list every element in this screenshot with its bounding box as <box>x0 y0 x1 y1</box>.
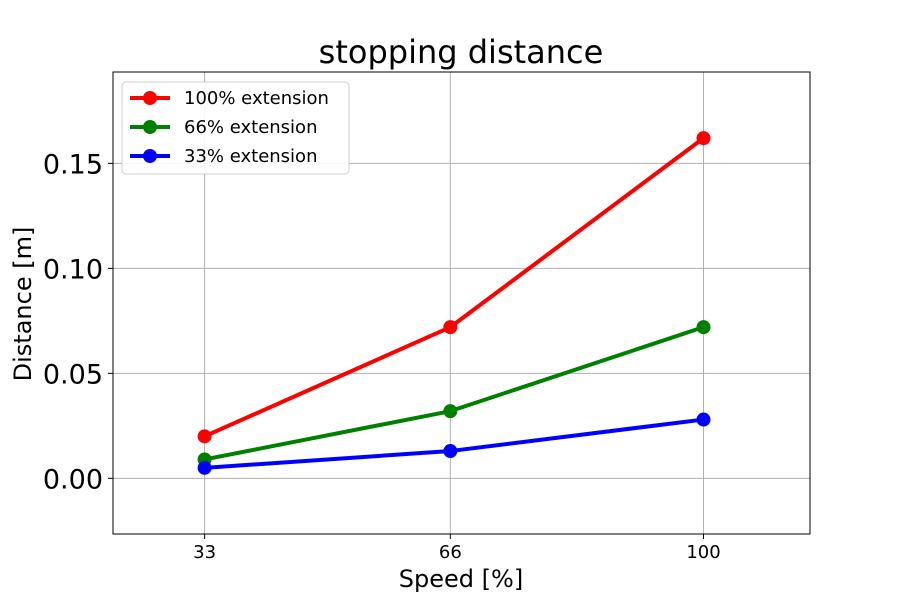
series <box>197 412 711 475</box>
legend-box <box>121 81 350 175</box>
y-tick-label: 0.05 <box>43 359 103 390</box>
y-axis-label: Distance [m] <box>9 227 37 382</box>
y-tick-label: 0.10 <box>43 254 103 285</box>
series <box>197 320 711 467</box>
plot-frame <box>112 71 811 535</box>
data-point <box>443 320 458 335</box>
legend-label: 66% extension <box>184 117 317 138</box>
legend-label: 33% extension <box>184 146 317 167</box>
y-axis: 0.00 0.05 0.10 0.15 <box>43 149 113 495</box>
data-point <box>696 131 711 146</box>
x-axis: 33 66 100 <box>193 534 721 563</box>
chart-title: stopping distance <box>319 33 604 71</box>
legend-marker <box>143 149 157 163</box>
data-point <box>443 404 458 419</box>
x-tick-label: 66 <box>439 542 462 563</box>
x-tick-label: 100 <box>686 542 720 563</box>
legend: 100% extension 66% extension 33% extension <box>121 81 350 175</box>
data-point <box>443 444 458 459</box>
legend-entry: 33% extension <box>130 146 317 167</box>
legend-label: 100% extension <box>184 88 329 109</box>
data-point <box>696 412 711 427</box>
x-axis-label: Speed [%] <box>399 565 523 593</box>
data-point <box>197 460 212 475</box>
legend-marker <box>143 91 157 105</box>
y-tick-label: 0.00 <box>43 464 103 495</box>
legend-entry: 66% extension <box>130 117 317 138</box>
data-point <box>197 429 212 444</box>
series <box>197 131 711 444</box>
y-tick-label: 0.15 <box>43 149 103 180</box>
data-point <box>696 320 711 335</box>
series-layer <box>197 131 711 475</box>
x-tick-label: 33 <box>193 542 216 563</box>
legend-marker <box>143 120 157 134</box>
legend-entry: 100% extension <box>130 88 329 109</box>
